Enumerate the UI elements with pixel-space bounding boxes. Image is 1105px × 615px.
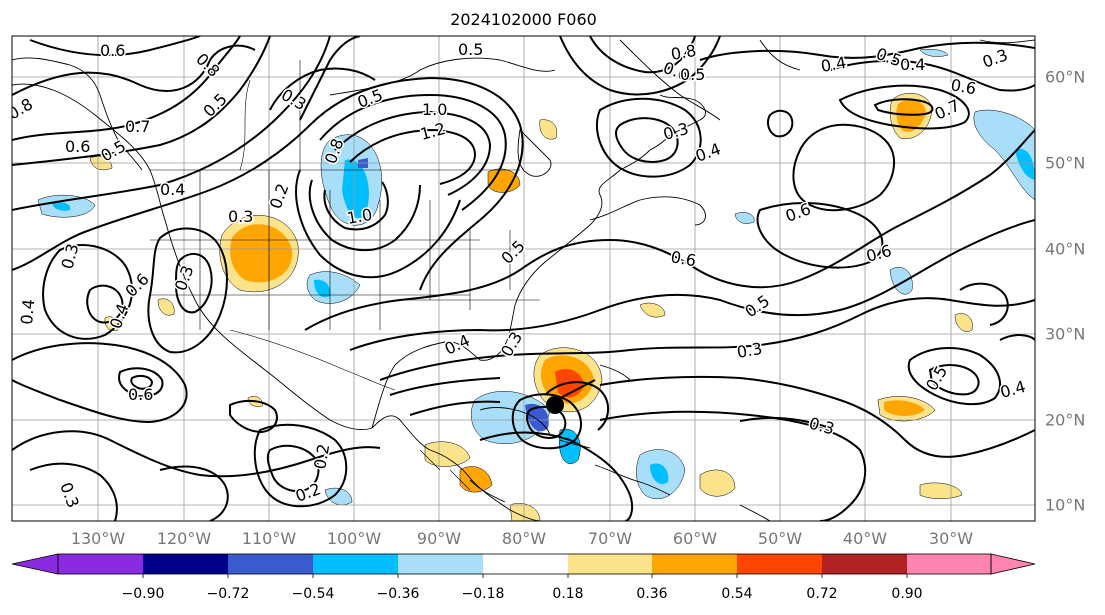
negative-anomaly: [1015, 148, 1035, 180]
contour-label: 0.3: [228, 207, 253, 226]
longitude-label: 50°W: [757, 529, 803, 548]
shaded-anomalies: [37, 48, 1035, 521]
contour-label: 0.3: [735, 339, 763, 362]
contour-label: 0.7: [125, 117, 150, 136]
longitude-label: 40°W: [842, 529, 888, 548]
colorbar-tick-label: 0.54: [721, 586, 753, 602]
colorbar-extend-low: [11, 553, 59, 575]
positive-anomaly: [884, 400, 925, 416]
latitude-label: 30°N: [1045, 324, 1086, 344]
longitude-label: 30°W: [928, 529, 974, 548]
colorbar-tick-label: −0.18: [461, 586, 505, 602]
negative-anomaly: [734, 212, 755, 224]
colorbar-tick-label: −0.36: [376, 586, 420, 602]
colorbar-tick-label: 0.72: [806, 586, 838, 602]
negative-anomaly: [889, 266, 913, 295]
colorbar-tick-label: −0.72: [206, 586, 250, 602]
negative-anomaly: [919, 48, 949, 57]
positive-anomaly: [459, 466, 493, 493]
positive-anomaly: [424, 441, 471, 467]
colorbar-tick-label: 0.90: [891, 586, 923, 602]
contour-label: 0.4: [819, 53, 847, 76]
colorbar-segment: [737, 554, 822, 574]
negative-anomaly: [314, 279, 331, 298]
contour-label: 0.4: [17, 298, 38, 325]
contour-label: 0.5: [458, 40, 483, 59]
colorbar-tick-label: 0.18: [552, 586, 584, 602]
longitude-label: 110°W: [241, 529, 297, 548]
latitude-label: 10°N: [1045, 495, 1086, 515]
positive-anomaly: [509, 503, 541, 521]
chart-title: 2024102000 F060: [450, 10, 597, 29]
colorbar-segment: [483, 554, 568, 574]
colorbar: [11, 553, 1036, 578]
colorbar-segment: [652, 554, 737, 574]
map-border: [11, 35, 1036, 522]
colorbar-segment: [822, 554, 907, 574]
colorbar-segment: [907, 554, 991, 574]
contour-label: 1.0: [422, 100, 447, 119]
positive-anomaly: [157, 298, 175, 316]
longitude-label: 130°W: [70, 529, 126, 548]
storm-center-marker: [546, 396, 564, 414]
borders: [150, 60, 540, 491]
colorbar-outline: [57, 553, 992, 575]
negative-anomaly: [52, 201, 71, 211]
colorbar-tick-label: −0.90: [121, 586, 165, 602]
longitude-label: 60°W: [672, 529, 718, 548]
colorbar-segment: [313, 554, 398, 574]
negative-anomaly: [342, 159, 369, 219]
graticule: [12, 36, 1035, 521]
positive-anomaly: [954, 313, 973, 332]
positive-anomaly: [539, 119, 558, 140]
colorbar-segment: [398, 554, 483, 574]
contour-label: 0.6: [100, 41, 125, 60]
latitude-label: 60°N: [1045, 67, 1086, 87]
longitude-label: 70°W: [587, 529, 633, 548]
positive-anomaly: [639, 302, 666, 318]
contour-label: 0.6: [65, 137, 90, 156]
positive-anomaly: [230, 224, 293, 283]
colorbar-tick-label: 0.36: [636, 586, 668, 602]
map-frame: [12, 36, 1035, 521]
colorbar-segment: [143, 554, 228, 574]
longitude-label: 100°W: [326, 529, 382, 548]
longitude-label: 80°W: [501, 529, 547, 548]
colorbar-extend-high: [990, 553, 1036, 575]
positive-anomaly: [699, 469, 736, 497]
contours: [12, 36, 1035, 521]
latitude-label: 50°N: [1045, 153, 1086, 173]
positive-anomaly: [896, 99, 926, 132]
storm-track: [546, 379, 596, 406]
colorbar-tick-label: −0.54: [291, 586, 335, 602]
colorbar-segment: [568, 554, 652, 574]
contour-label: 0.5: [680, 65, 705, 84]
negative-anomaly: [973, 109, 1035, 201]
colorbar-segment: [228, 554, 313, 574]
contour-label: 0.4: [160, 180, 185, 199]
longitude-label: 120°W: [156, 529, 212, 548]
latitude-label: 20°N: [1045, 410, 1086, 430]
longitude-label: 90°W: [416, 529, 462, 548]
colorbar-segment: [58, 554, 143, 574]
positive-anomaly: [919, 482, 963, 499]
negative-anomaly: [650, 463, 669, 485]
contour-label: 0.4: [900, 55, 925, 74]
negative-anomaly: [324, 487, 353, 506]
latitude-label: 40°N: [1045, 239, 1086, 259]
contour-label: 0.6: [128, 385, 153, 404]
